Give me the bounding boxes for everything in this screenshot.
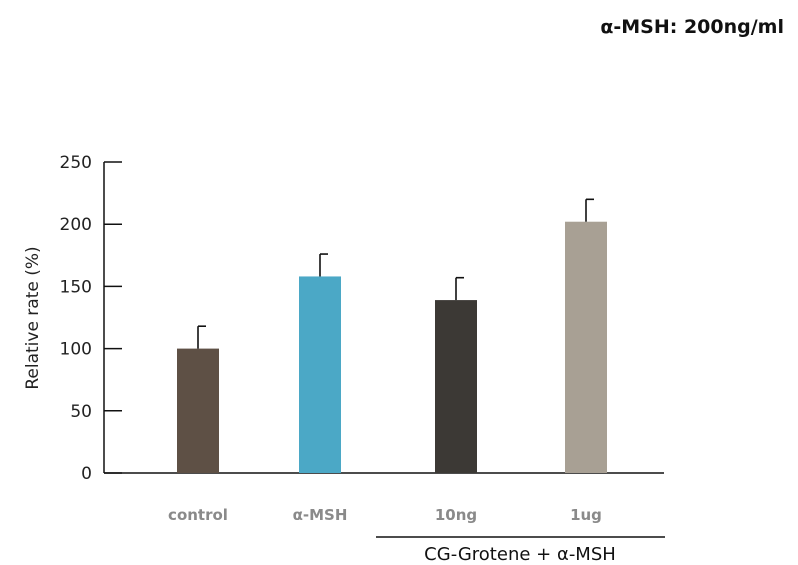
x-labels: control α-MSH 10ng 1ug xyxy=(168,506,602,524)
x-category-label: 10ng xyxy=(435,506,477,524)
y-axis-label: Relative rate (%) xyxy=(23,246,43,389)
y-axis: 0 50 100 150 200 250 xyxy=(60,153,664,484)
y-tick-label: 250 xyxy=(60,153,92,173)
y-tick-label: 150 xyxy=(60,277,92,297)
bar xyxy=(177,348,219,473)
bars xyxy=(177,198,607,473)
y-tick-label: 0 xyxy=(81,464,92,484)
y-tick-label: 100 xyxy=(60,340,92,360)
y-tick-label: 200 xyxy=(60,215,92,235)
bar xyxy=(299,276,341,473)
y-tick-label: 50 xyxy=(70,402,92,422)
x-category-label: control xyxy=(168,506,228,524)
group-label: CG-Grotene + α-MSH xyxy=(424,544,616,565)
bar xyxy=(565,221,607,473)
condition-note: α-MSH: 200ng/ml xyxy=(600,16,784,38)
x-category-label: 1ug xyxy=(570,506,602,524)
bar xyxy=(435,300,477,473)
x-category-label: α-MSH xyxy=(293,506,348,524)
